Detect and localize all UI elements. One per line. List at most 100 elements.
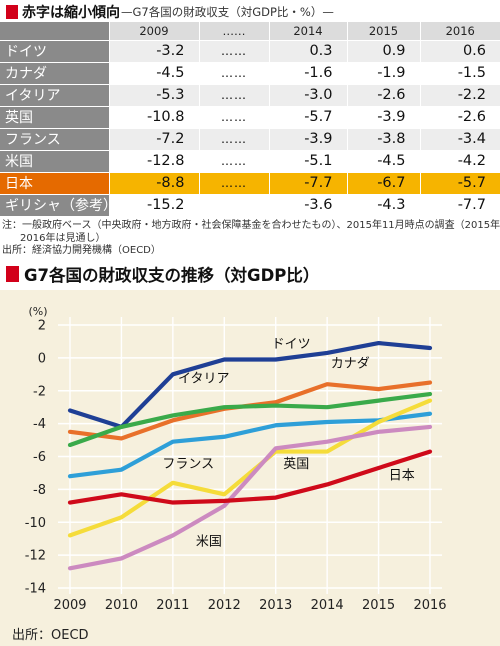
- value-cell: -5.7: [419, 171, 500, 194]
- chart-background: [0, 290, 500, 646]
- value-cell: -7.2: [108, 127, 199, 150]
- country-name-cell: ドイツ: [0, 39, 109, 62]
- series-label: イタリア: [178, 372, 229, 387]
- note-line: 2016年は見通し）: [20, 232, 106, 244]
- value-cell: -3.8: [346, 127, 420, 150]
- value-cell: -7.7: [419, 193, 500, 216]
- table-row: ギリシャ（参考） -15.2 -3.6 -4.3 -7.7: [0, 193, 500, 216]
- x-tick-label: 2011: [156, 598, 189, 613]
- value-cell: -5.3: [108, 83, 199, 106]
- header-cell-corner: [0, 22, 109, 40]
- series-line: [67, 424, 433, 571]
- ellipsis-cell: ……: [198, 105, 269, 128]
- value-cell: -10.8: [108, 105, 199, 128]
- x-tick-label: 2012: [208, 598, 241, 613]
- ellipsis-cell: ……: [198, 39, 269, 62]
- value-cell: -7.7: [268, 171, 347, 194]
- series-label: 日本: [389, 469, 415, 484]
- table-title-main: 赤字は縮小傾向: [22, 5, 120, 21]
- table-row: 米国 -12.8…… -5.1 -4.5 -4.2: [0, 149, 500, 172]
- value-cell: -3.9: [346, 105, 420, 128]
- value-cell: -2.2: [419, 83, 500, 106]
- y-axis-unit-label: (%): [28, 305, 47, 318]
- y-tick-label: -6: [33, 450, 46, 465]
- x-tick-label: 2009: [53, 598, 86, 613]
- table-row: 日本 -8.8…… -7.7 -6.7 -5.7: [0, 171, 500, 194]
- value-cell: -4.2: [419, 149, 500, 172]
- note-line: 注：一般政府ベース（中央政府・地方政府・社会保障基金を合わせたもの）、2015年…: [2, 220, 500, 231]
- value-cell: 0.6: [419, 39, 500, 62]
- value-cell: -2.6: [346, 83, 420, 106]
- y-tick-label: 0: [38, 351, 46, 366]
- x-tick-label: 2015: [362, 598, 395, 613]
- chart-title-text: G7各国の財政収支の推移（対GDP比）: [24, 266, 320, 285]
- ellipsis-cell: ……: [198, 171, 269, 194]
- value-cell: -4.5: [108, 61, 199, 84]
- table-body: ドイツ -3.2…… 0.3 0.9 0.6 カナダ -4.5…… -1.6 -1.9 -1.5 イ…: [0, 39, 500, 216]
- x-tick-label: 2014: [311, 598, 344, 613]
- series-line: [67, 340, 433, 430]
- value-cell: -3.6: [268, 193, 347, 216]
- y-tick-label: -4: [33, 417, 46, 432]
- table-note: 注：一般政府ベース（中央政府・地方政府・社会保障基金を合わせたもの）、2015年…: [2, 220, 500, 258]
- series-line: [67, 411, 433, 479]
- header-cell-2009: 2009: [108, 22, 199, 40]
- x-tick-label: 2010: [105, 598, 138, 613]
- table-header-row: 2009 …… 2014 2015 2016: [0, 22, 500, 40]
- series-label: 米国: [196, 534, 222, 549]
- value-cell: -5.7: [268, 105, 347, 128]
- value-cell: -2.6: [419, 105, 500, 128]
- y-tick-label: -12: [25, 549, 46, 564]
- chart-title-marker-icon: [6, 266, 19, 282]
- value-cell: -4.3: [346, 193, 420, 216]
- y-tick-label: -2: [33, 384, 46, 399]
- country-name-cell: 米国: [0, 149, 109, 172]
- table-title: 赤字は縮小傾向 —G7各国の財政収支（対GDP比・%）—: [6, 2, 334, 22]
- x-tick-label: 2013: [259, 598, 292, 613]
- title-marker-icon: [6, 5, 18, 19]
- header-cell-2014: 2014: [268, 22, 347, 40]
- value-cell: -6.7: [346, 171, 420, 194]
- value-cell: 0.3: [268, 39, 347, 62]
- header-cell-ellipsis: ……: [198, 22, 269, 40]
- series-label: ドイツ: [272, 337, 311, 352]
- value-cell: -1.6: [268, 61, 347, 84]
- series-line: [67, 449, 433, 505]
- table-row: カナダ -4.5…… -1.6 -1.9 -1.5: [0, 61, 500, 84]
- table-title-sub: —G7各国の財政収支（対GDP比・%）—: [121, 5, 334, 19]
- value-cell: -3.9: [268, 127, 347, 150]
- table-row: ドイツ -3.2…… 0.3 0.9 0.6: [0, 39, 500, 62]
- country-name-cell: フランス: [0, 127, 109, 150]
- value-cell: -1.9: [346, 61, 420, 84]
- country-name-cell: 日本: [0, 171, 109, 194]
- header-cell-2016: 2016: [419, 22, 500, 40]
- chart-source: 出所：OECD: [12, 628, 89, 643]
- deficit-table: 2009 …… 2014 2015 2016 ドイツ -3.2…… 0.3 0.9 0.…: [0, 22, 500, 216]
- y-tick-label: -8: [33, 483, 46, 498]
- chart-title: G7各国の財政収支の推移（対GDP比）: [6, 263, 319, 285]
- y-tick-label: -10: [25, 516, 46, 531]
- series-label: カナダ: [331, 357, 370, 372]
- value-cell: 0.9: [346, 39, 420, 62]
- series-label: 英国: [283, 457, 309, 472]
- x-tick-label: 2016: [413, 598, 446, 613]
- series-line: [67, 391, 433, 448]
- series-label: フランス: [162, 457, 214, 472]
- table-row: イタリア -5.3…… -3.0 -2.6 -2.2: [0, 83, 500, 106]
- ellipsis-cell: ……: [198, 149, 269, 172]
- note-source-line: 出所：経済協力開発機構（OECD）: [2, 245, 161, 256]
- ellipsis-cell: ……: [198, 61, 269, 84]
- value-cell: -15.2: [108, 193, 199, 216]
- ellipsis-cell: ……: [198, 83, 269, 106]
- table-row: フランス -7.2…… -3.9 -3.8 -3.4: [0, 127, 500, 150]
- value-cell: -3.0: [268, 83, 347, 106]
- value-cell: -3.2: [108, 39, 199, 62]
- country-name-cell: 英国: [0, 105, 109, 128]
- series-line: [67, 398, 433, 538]
- value-cell: -3.4: [419, 127, 500, 150]
- y-tick-label: -14: [25, 582, 46, 597]
- value-cell: -8.8: [108, 171, 199, 194]
- value-cell: -12.8: [108, 149, 199, 172]
- header-cell-2015: 2015: [346, 22, 420, 40]
